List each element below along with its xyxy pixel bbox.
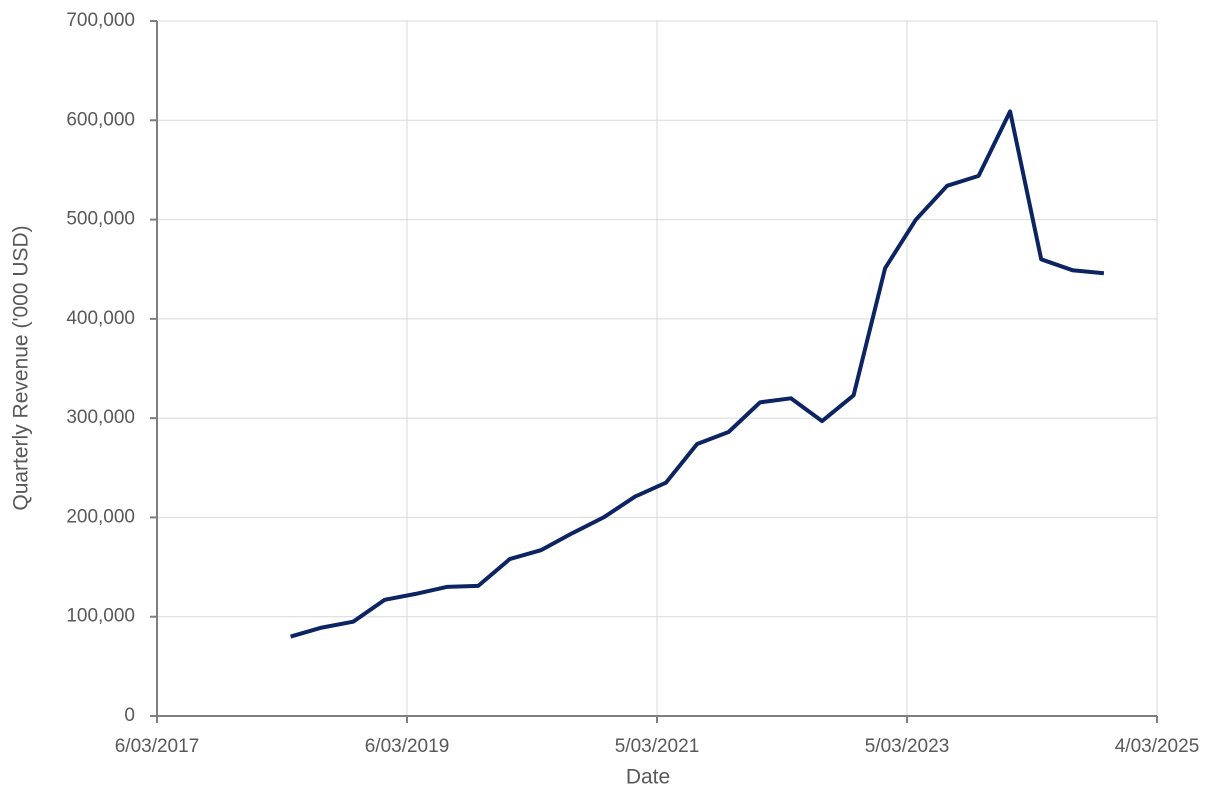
- x-tick-label: 6/03/2017: [115, 736, 200, 757]
- y-axis-label: Quarterly Revenue ('000 USD): [10, 225, 33, 510]
- y-tick-label: 0: [124, 705, 135, 726]
- data-line: [290, 109, 1105, 639]
- x-tick-label: 5/03/2023: [865, 736, 950, 757]
- y-tick-label: 100,000: [66, 606, 135, 627]
- x-tick-label: 4/03/2025: [1115, 736, 1200, 757]
- y-tick-label: 400,000: [66, 308, 135, 329]
- y-tick-label: 200,000: [66, 506, 135, 527]
- x-tick-label: 6/03/2019: [365, 736, 450, 757]
- x-axis-label: Date: [626, 766, 670, 789]
- y-tick-label: 700,000: [66, 10, 135, 31]
- y-tick-label: 600,000: [66, 109, 135, 130]
- x-tick-label: 5/03/2021: [615, 736, 700, 757]
- y-tick-label: 300,000: [66, 407, 135, 428]
- y-tick-label: 500,000: [66, 209, 135, 230]
